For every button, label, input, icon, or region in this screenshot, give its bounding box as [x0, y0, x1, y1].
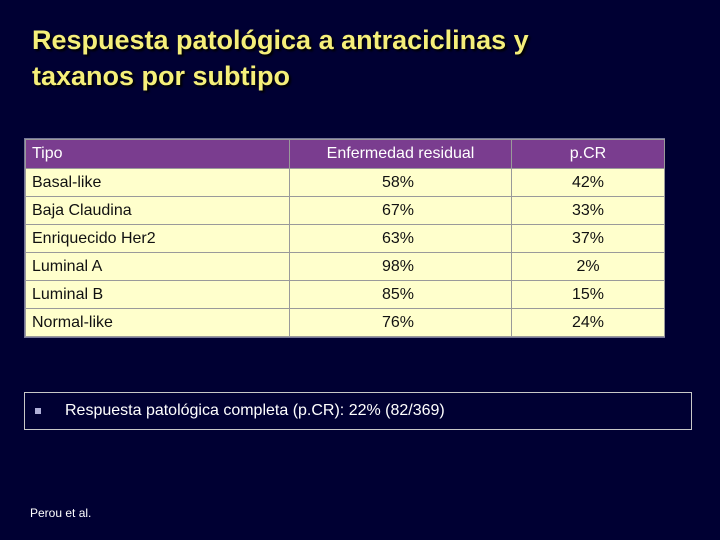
title-line-1: Respuesta patológica a antraciclinas y: [32, 25, 529, 55]
cell-pcr: 37%: [511, 224, 665, 253]
cell-pcr: 15%: [511, 280, 665, 309]
table-header-row: Tipo Enfermedad residual p.CR: [25, 139, 665, 169]
cell-enfermedad-residual: 76%: [289, 308, 512, 337]
table-row: Baja Claudina 67% 33%: [25, 196, 665, 225]
subtype-table: Tipo Enfermedad residual p.CR Basal-like…: [24, 138, 665, 338]
table-row: Basal-like 58% 42%: [25, 168, 665, 197]
table-row: Luminal A 98% 2%: [25, 252, 665, 281]
cell-enfermedad-residual: 63%: [289, 224, 512, 253]
cell-tipo: Luminal A: [25, 252, 290, 281]
cell-tipo: Basal-like: [25, 168, 290, 197]
header-enfermedad-residual: Enfermedad residual: [289, 139, 512, 169]
note-box: Respuesta patológica completa (p.CR): 22…: [24, 392, 692, 430]
cell-enfermedad-residual: 98%: [289, 252, 512, 281]
cell-tipo: Baja Claudina: [25, 196, 290, 225]
header-tipo: Tipo: [25, 139, 290, 169]
cell-pcr: 33%: [511, 196, 665, 225]
cell-pcr: 24%: [511, 308, 665, 337]
slide-title: Respuesta patológica a antraciclinas y t…: [32, 22, 692, 94]
header-pcr: p.CR: [511, 139, 665, 169]
cell-tipo: Normal-like: [25, 308, 290, 337]
table-row: Luminal B 85% 15%: [25, 280, 665, 309]
cell-tipo: Enriquecido Her2: [25, 224, 290, 253]
title-line-2: taxanos por subtipo: [32, 61, 291, 91]
cell-pcr: 42%: [511, 168, 665, 197]
cell-pcr: 2%: [511, 252, 665, 281]
cell-enfermedad-residual: 67%: [289, 196, 512, 225]
note-text: Respuesta patológica completa (p.CR): 22…: [65, 402, 445, 419]
cell-enfermedad-residual: 85%: [289, 280, 512, 309]
table-row: Enriquecido Her2 63% 37%: [25, 224, 665, 253]
square-bullet-icon: [35, 408, 41, 414]
source-citation: Perou et al.: [30, 506, 92, 520]
cell-tipo: Luminal B: [25, 280, 290, 309]
cell-enfermedad-residual: 58%: [289, 168, 512, 197]
table-row: Normal-like 76% 24%: [25, 308, 665, 337]
